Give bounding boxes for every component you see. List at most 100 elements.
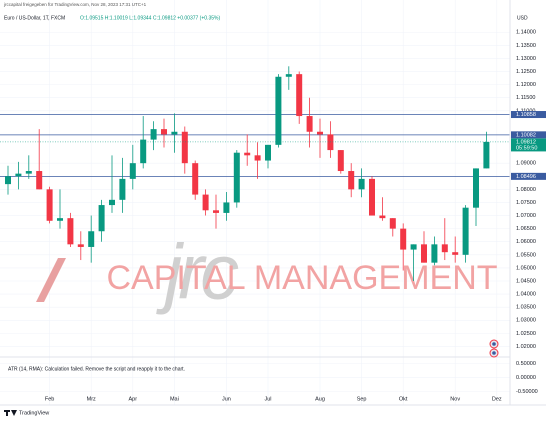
candle-body [483,141,490,169]
x-tick-label: Dez [492,396,502,402]
level-label-bg [511,172,546,180]
candle-body [171,131,178,135]
candle-body [431,244,438,263]
candle-body [441,244,448,253]
x-tick-label: Sep [357,396,367,402]
candle-body [389,218,396,229]
candle-body [150,129,157,140]
candle-body [46,189,53,221]
y-tick-label: 1.06000 [516,239,536,245]
countdown: 05:59:50 [516,145,537,151]
candle-body [233,152,240,203]
y-tick-label: 1.12000 [516,82,536,88]
candle-body [25,171,32,174]
y-tick-label: 1.11500 [516,95,535,101]
y-tick-label: 1.14000 [516,30,536,36]
y-tick-label: 1.07000 [516,213,536,219]
x-tick-label: Feb [45,396,54,402]
x-tick-label: Aug [315,396,325,402]
candle-body [98,205,105,232]
candle-body [327,134,334,151]
candle-body [462,207,469,255]
candle-body [57,218,63,221]
candle-body [119,178,126,200]
candle-body [452,252,459,255]
level-label: 1.10082 [516,132,536,138]
publisher: jrccapital freigegeben für TradingView.c… [3,2,147,7]
last-price-label: 1.09812 [516,139,536,145]
x-tick-label: Mai [170,396,179,402]
y-tick-label: 1.08000 [516,187,536,193]
candle-body [140,139,147,164]
footer-brand: TradingView [19,410,49,416]
y-tick-label: 1.04500 [516,278,536,284]
candle-body [161,129,167,135]
plot [0,66,510,281]
x-tick-label: Okt [399,396,408,402]
y-tick-label: 1.13500 [516,43,536,49]
candle-body [244,152,251,156]
candle-body [317,131,323,135]
indicator-icons[interactable] [489,339,499,358]
level-label-bg [511,131,546,139]
candle-body [306,116,313,132]
candle-body [421,244,427,263]
y-tick-label: 1.05000 [516,265,536,271]
candle-body [369,178,375,216]
candle-body [379,215,386,219]
candle-body [181,131,188,164]
candle-body [410,244,417,250]
watermark-text: CAPITAL MANAGEMENT [106,259,497,297]
candle-body [192,163,199,195]
candle-body [337,150,344,172]
tv-logo [4,410,17,416]
candle-body [88,231,95,247]
y-tick-label: 1.12500 [516,69,536,75]
x-tick-label: Nov [450,396,460,402]
x-tick-label: Jun [222,396,231,402]
candle-body [109,199,115,206]
candle-body [129,163,136,179]
candle-body [67,218,74,245]
level-label: 1.08496 [516,174,536,180]
candle-body [265,144,271,161]
y-tick-label: 1.13000 [516,56,536,62]
y-tick-label: 1.07500 [516,200,536,206]
y-tick-label: 1.05500 [516,252,536,258]
x-tick-label: Mrz [87,396,96,402]
ohlc: O:1.09515 H:1.10019 L:1.09344 C:1.09812 … [80,15,220,21]
y-tick-label: 0.00000 [516,375,536,381]
candle-body [296,74,303,117]
candle-body [285,74,292,77]
candle-body [5,176,11,185]
y-tick-label: 1.06500 [516,226,536,232]
y-tick-label: 0.50000 [516,361,536,367]
symbol: Euro / US-Dollar, 1T, FXCM [4,15,65,21]
candle-body [223,202,230,213]
level-label: 1.10858 [516,112,536,118]
y-tick-label: 1.03000 [516,318,536,324]
x-tick-label: Apr [129,396,138,402]
level-label-bg [511,111,546,119]
last-price-bg [511,138,546,152]
y-tick-label: -0.50000 [516,389,538,395]
x-tick-label: Jul [264,396,271,402]
y-tick-label: 1.02500 [516,331,536,337]
candle-body [400,228,407,250]
watermark-logo: jrc [156,228,239,316]
currency: USD [517,15,528,21]
candle-body [254,155,261,161]
y-tick-label: 1.09000 [516,161,536,167]
candle-body [348,171,355,190]
candle-body [15,173,22,177]
candle-body [358,178,365,190]
candle-body [202,194,209,211]
candle-body [473,168,479,208]
indicator-text: ATR (14, RMA): Calculation failed. Remov… [8,366,185,372]
candle-body [36,171,43,190]
y-tick-label: 1.03500 [516,305,536,311]
grid [0,0,510,405]
watermark-slash [36,258,66,302]
candle-body [275,76,282,145]
candle-body [213,210,219,213]
